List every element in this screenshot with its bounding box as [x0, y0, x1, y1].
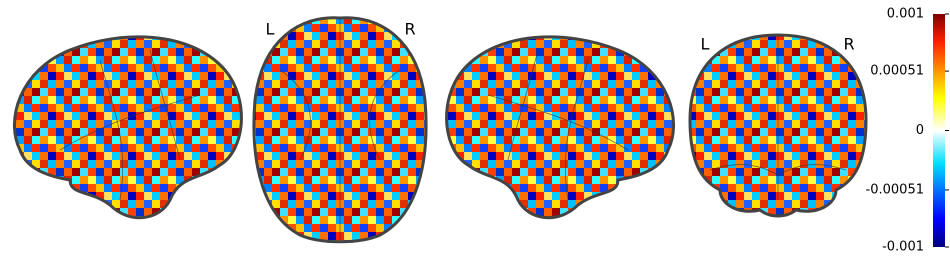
orientation-label: L: [266, 20, 275, 39]
orientation-label: L: [701, 35, 710, 54]
tick-label: 0.001: [887, 7, 924, 22]
sagittal-left: [12, 35, 243, 220]
tick-label: 0: [916, 123, 924, 138]
colorbar: [933, 14, 945, 247]
axial: [252, 16, 428, 244]
coronal: [688, 33, 868, 218]
orientation-label: R: [404, 20, 415, 39]
tick-label: 0.00051: [870, 64, 924, 79]
orientation-label: R: [843, 35, 854, 54]
sagittal-right: [445, 35, 676, 220]
tick-label: -0.00051: [866, 182, 924, 197]
tick-label: -0.001: [882, 240, 924, 255]
